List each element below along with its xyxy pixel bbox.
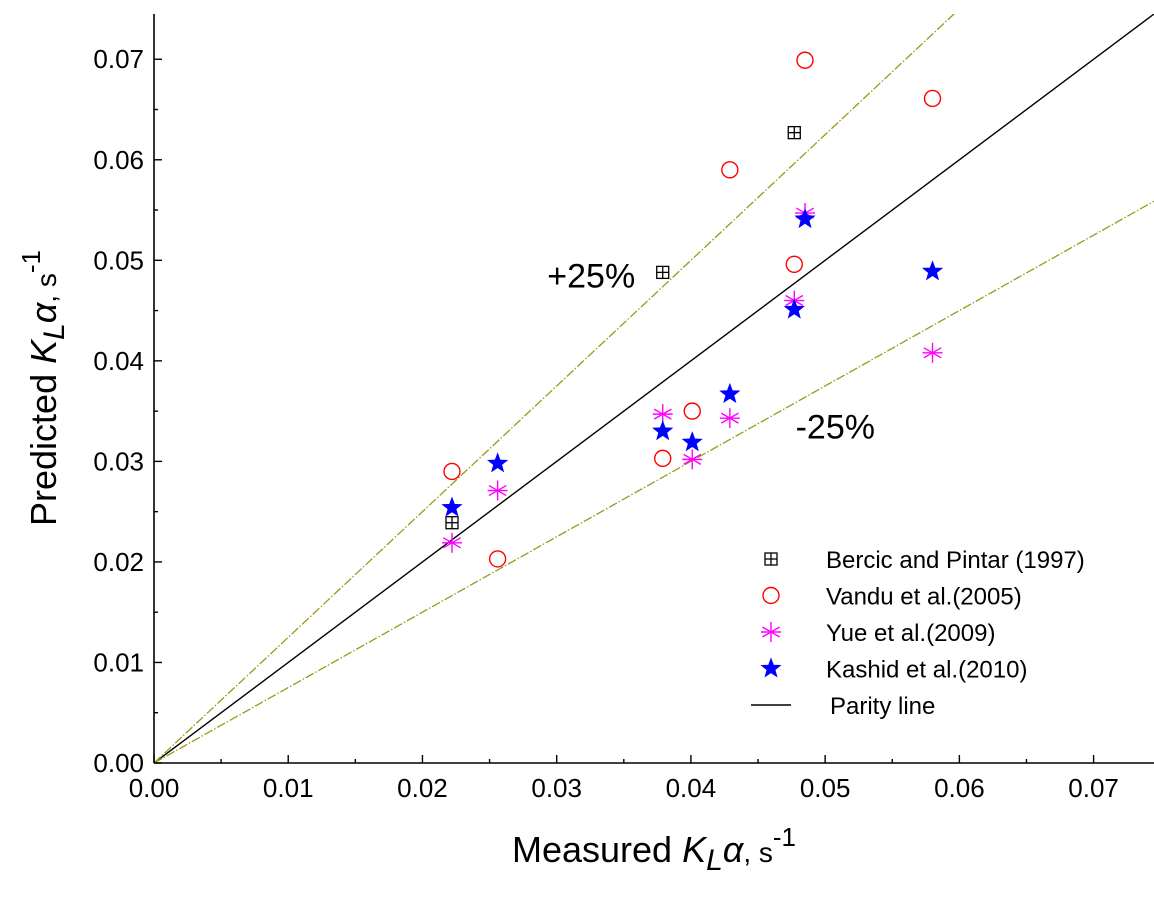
point-asterisk-1 xyxy=(441,532,462,553)
legend-label: Bercic and Pintar (1997) xyxy=(826,547,1085,574)
legend: Bercic and Pintar (1997) Vandu et al.(200… xyxy=(751,547,1085,720)
legend-label: Kashid et al.(2010) xyxy=(826,657,1027,684)
point-asterisk-4 xyxy=(682,449,703,470)
point-circle-1 xyxy=(443,462,461,481)
legend-swatch-asterisk xyxy=(761,622,781,642)
point-star-2 xyxy=(487,452,509,473)
plus-25-percent-label: +25% xyxy=(547,257,635,295)
point-circle-2 xyxy=(488,550,507,568)
x-tick-label: 0.00 xyxy=(129,773,180,803)
x-tick-label: 0.05 xyxy=(800,773,851,803)
minus-25-percent-label: -25% xyxy=(796,408,875,446)
legend-swatch-boxed-plus xyxy=(764,552,778,566)
point-circle-6 xyxy=(785,255,803,274)
point-boxed-plus-3 xyxy=(787,125,801,140)
point-asterisk-2 xyxy=(487,480,508,501)
x-tick-label: 0.06 xyxy=(934,773,985,803)
point-circle-4 xyxy=(683,402,701,420)
point-circle-5 xyxy=(721,161,739,179)
point-boxed-plus-1 xyxy=(445,516,459,530)
legend-entry: Vandu et al.(2005) xyxy=(762,584,1022,611)
legend-entry: Parity line xyxy=(751,693,935,720)
x-axis-title: Measured KLα, s-1 xyxy=(512,822,796,877)
y-tick-label: 0.04 xyxy=(93,346,144,376)
y-tick-label: 0.03 xyxy=(93,446,144,476)
legend-entry: Yue et al.(2009) xyxy=(761,620,995,647)
point-star-4 xyxy=(681,431,703,452)
point-circle-8 xyxy=(923,89,942,108)
y-tick-label: 0.02 xyxy=(93,547,144,577)
lower-25-percent-line xyxy=(154,200,1154,763)
y-tick-label: 0.07 xyxy=(93,44,144,74)
point-circle-3 xyxy=(654,449,672,468)
y-tick-label: 0.06 xyxy=(93,145,144,175)
x-tick-label: 0.02 xyxy=(397,773,448,803)
point-boxed-plus-2 xyxy=(656,265,670,280)
upper-25-percent-line xyxy=(154,14,955,763)
point-star-7 xyxy=(794,207,816,229)
legend-entry: Bercic and Pintar (1997) xyxy=(764,547,1085,574)
point-asterisk-5 xyxy=(719,408,740,429)
x-tick-label: 0.03 xyxy=(531,773,582,803)
point-circle-7 xyxy=(796,51,814,69)
legend-entry: Kashid et al.(2010) xyxy=(760,657,1027,684)
legend-swatch-circle xyxy=(762,586,780,605)
y-tick-label: 0.00 xyxy=(93,748,144,778)
point-star-6 xyxy=(783,298,805,319)
point-star-3 xyxy=(652,420,674,441)
x-tick-label: 0.01 xyxy=(263,773,314,803)
y-axis-title: Predicted KLα, s-1 xyxy=(16,250,71,526)
legend-label: Parity line xyxy=(830,693,935,720)
y-tick-label: 0.01 xyxy=(93,647,144,677)
legend-label: Vandu et al.(2005) xyxy=(826,584,1022,611)
point-star-8 xyxy=(921,260,944,281)
point-star-5 xyxy=(719,382,741,404)
x-tick-label: 0.04 xyxy=(666,773,717,803)
parity-line xyxy=(154,14,1154,763)
legend-swatch-star xyxy=(760,657,782,678)
legend-label: Yue et al.(2009) xyxy=(826,620,995,647)
point-asterisk-8 xyxy=(922,342,943,363)
y-tick-label: 0.05 xyxy=(93,245,144,275)
point-star-1 xyxy=(441,496,463,517)
x-tick-label: 0.07 xyxy=(1068,773,1119,803)
